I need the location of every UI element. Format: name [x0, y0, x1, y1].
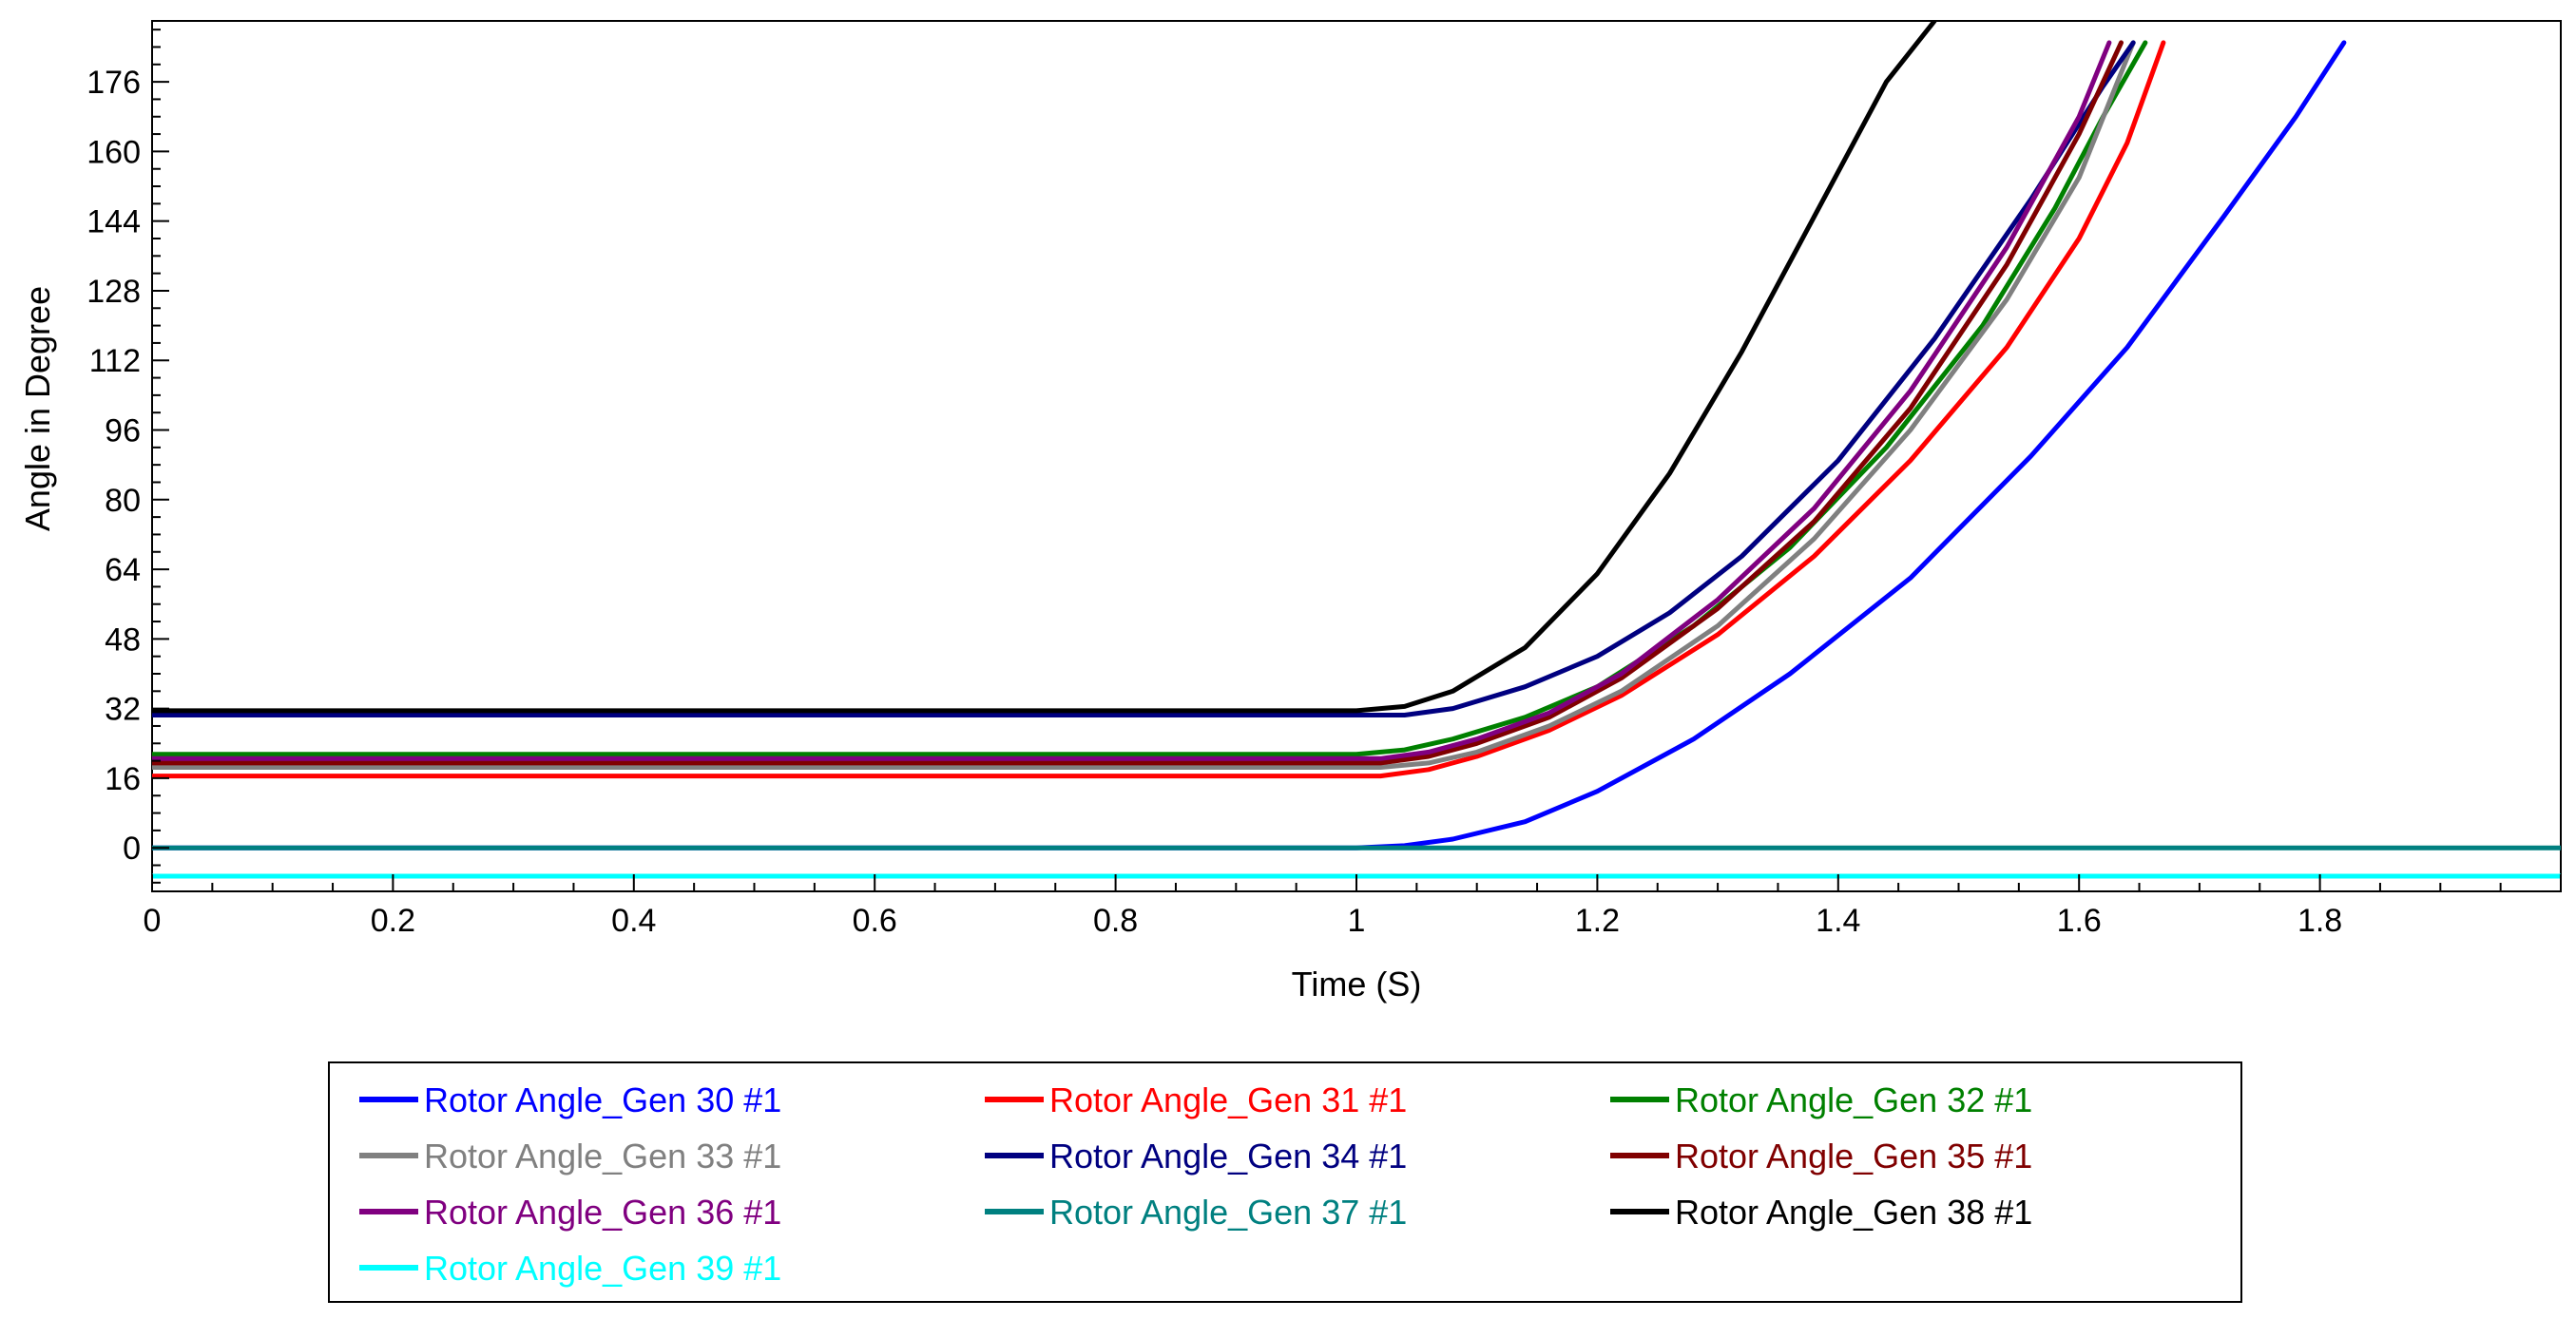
plot-frame	[151, 20, 2562, 892]
legend-box	[328, 1061, 2242, 1303]
legend-item-gen-31: Rotor Angle_Gen 31 #1	[985, 1080, 1407, 1119]
y-tick-label: 16	[105, 761, 141, 797]
y-tick-label: 32	[105, 692, 141, 728]
legend-label: Rotor Angle_Gen 35 #1	[1675, 1137, 2032, 1176]
legend-label: Rotor Angle_Gen 31 #1	[1049, 1080, 1407, 1119]
legend-label: Rotor Angle_Gen 39 #1	[424, 1249, 781, 1288]
legend-label: Rotor Angle_Gen 30 #1	[424, 1080, 781, 1119]
x-tick-label: 0.4	[611, 903, 656, 939]
legend-label: Rotor Angle_Gen 36 #1	[424, 1193, 781, 1232]
series-line-gen-33	[152, 40, 2136, 770]
y-tick-label: 176	[87, 65, 141, 101]
y-tick-label: 48	[105, 621, 141, 658]
x-tick-label: 1	[1348, 903, 1366, 939]
y-tick-label: 160	[87, 134, 141, 170]
x-tick-label: 0.8	[1093, 903, 1138, 939]
x-axis: 0 0.2 0.4 0.6 0.8 1 1.2 1.4 1.6 1.8	[144, 874, 2562, 939]
y-tick-label: 144	[87, 204, 141, 240]
x-tick-label: 0	[144, 903, 162, 939]
x-tick-label: 1.4	[1816, 903, 1860, 939]
legend-item-gen-35: Rotor Angle_Gen 35 #1	[1610, 1137, 2032, 1176]
x-tick-label: 0.6	[853, 903, 897, 939]
y-tick-label: 96	[105, 413, 141, 449]
legend-item-gen-39: Rotor Angle_Gen 39 #1	[359, 1249, 781, 1288]
x-tick-label: 1.6	[2057, 903, 2102, 939]
legend-item-gen-37: Rotor Angle_Gen 37 #1	[985, 1193, 1407, 1232]
y-tick-label: 80	[105, 483, 141, 519]
series-line-gen-35	[152, 40, 2124, 766]
y-tick-label: 0	[123, 831, 141, 867]
legend-item-gen-30: Rotor Angle_Gen 30 #1	[359, 1080, 781, 1119]
y-axis-title: Angle in Degree	[18, 286, 57, 531]
x-tick-label: 1.2	[1575, 903, 1620, 939]
legend-items: Rotor Angle_Gen 30 #1 Rotor Angle_Gen 31 …	[359, 1080, 2032, 1288]
series-line-gen-31	[152, 40, 2166, 779]
y-tick-label: 64	[105, 552, 141, 588]
series-line-gen-38	[152, 21, 1937, 714]
series-line-gen-36	[152, 40, 2112, 761]
legend-item-gen-34: Rotor Angle_Gen 34 #1	[985, 1137, 1407, 1176]
legend-label: Rotor Angle_Gen 33 #1	[424, 1137, 781, 1176]
y-tick-label: 112	[89, 343, 141, 379]
legend: Rotor Angle_Gen 30 #1 Rotor Angle_Gen 31 …	[328, 1061, 2242, 1303]
legend-item-gen-38: Rotor Angle_Gen 38 #1	[1610, 1193, 2032, 1232]
legend-item-gen-33: Rotor Angle_Gen 33 #1	[359, 1137, 781, 1176]
legend-label: Rotor Angle_Gen 38 #1	[1675, 1193, 2032, 1232]
x-axis-title: Time (S)	[1292, 965, 1422, 1004]
legend-label: Rotor Angle_Gen 34 #1	[1049, 1137, 1407, 1176]
y-tick-label: 128	[87, 274, 141, 310]
legend-item-gen-32: Rotor Angle_Gen 32 #1	[1610, 1080, 2032, 1119]
legend-label: Rotor Angle_Gen 32 #1	[1675, 1080, 2032, 1119]
legend-item-gen-36: Rotor Angle_Gen 36 #1	[359, 1193, 781, 1232]
series-line-gen-30	[152, 40, 2347, 851]
x-tick-label: 1.8	[2297, 903, 2342, 939]
x-tick-label: 0.2	[371, 903, 415, 939]
y-axis: 0 16 32 48 64 80 96 112 128 144 160 176	[87, 29, 169, 884]
legend-label: Rotor Angle_Gen 37 #1	[1049, 1193, 1407, 1232]
